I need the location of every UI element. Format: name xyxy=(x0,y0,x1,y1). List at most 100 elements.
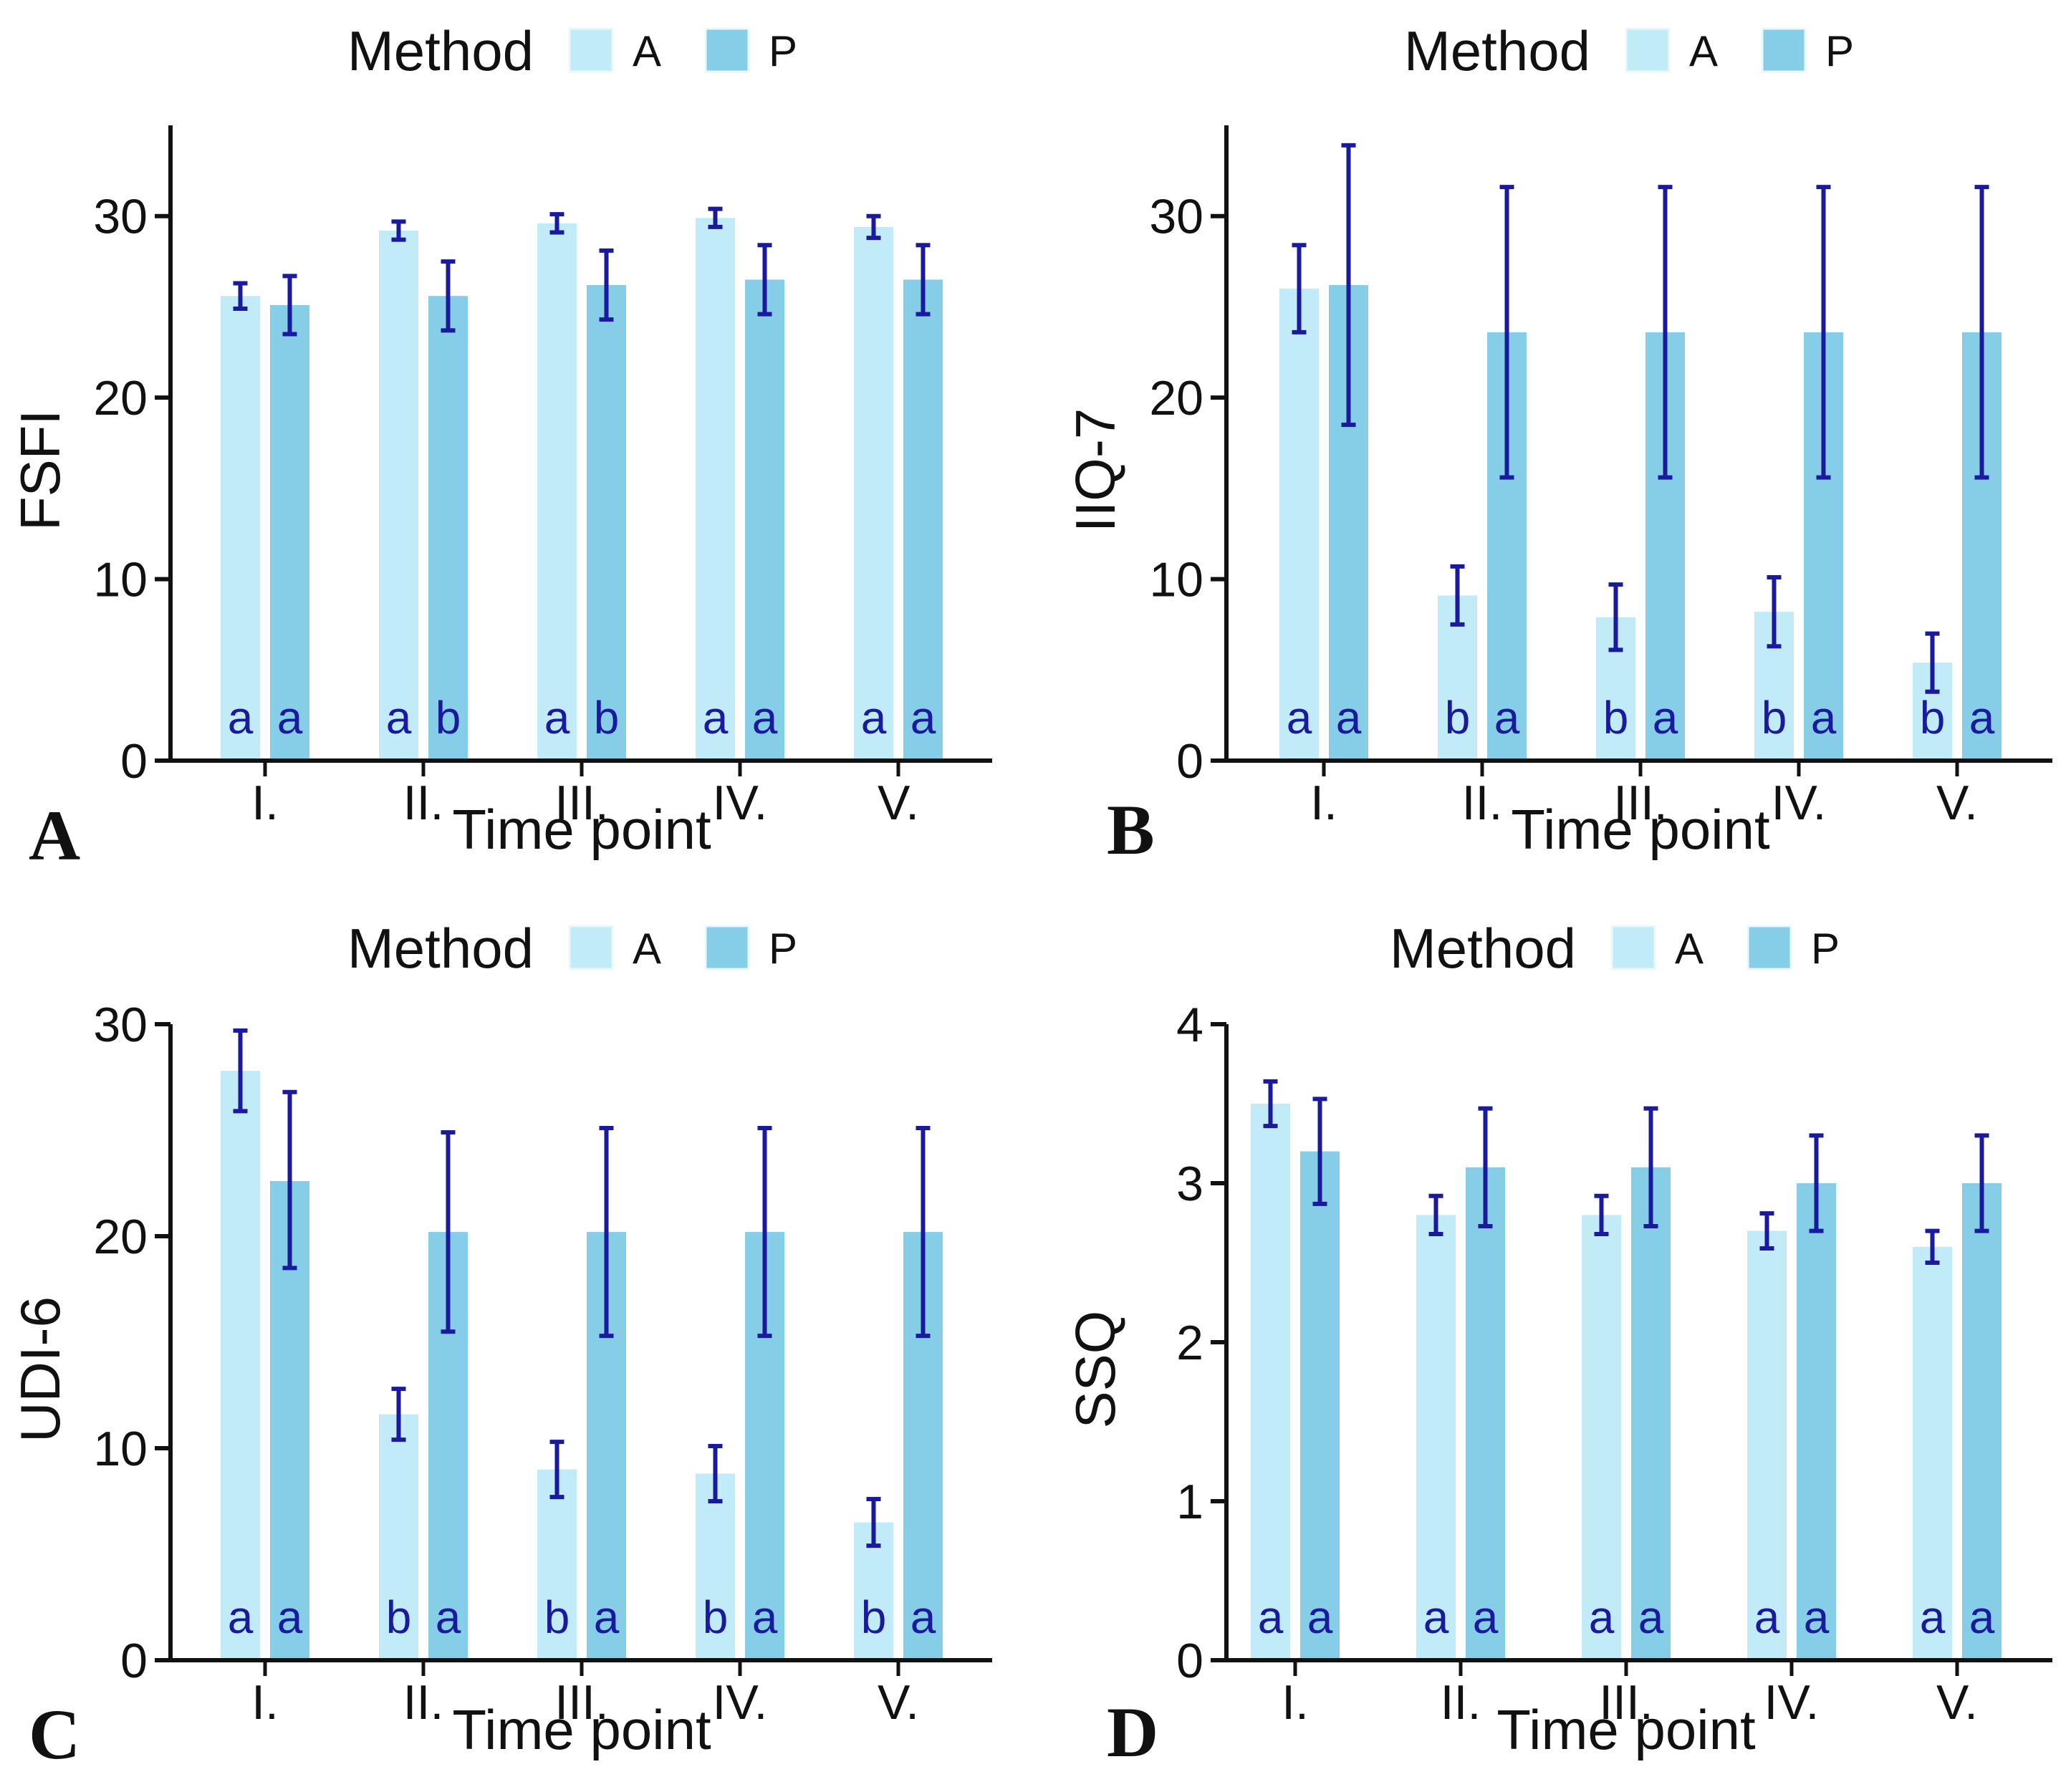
sig-letter-p-5: a xyxy=(910,692,936,743)
y-tick-label: 2 xyxy=(1176,1316,1203,1370)
error-bar-p-1 xyxy=(1341,143,1356,428)
error-bar-p-4 xyxy=(1816,185,1831,480)
error-bar-p-5 xyxy=(1974,185,1989,480)
error-bar-p-4 xyxy=(757,1126,772,1339)
legend-title: Method xyxy=(347,917,534,980)
error-bar-p-5 xyxy=(1974,1133,1989,1233)
sig-letter-p-5: a xyxy=(1969,1591,1995,1643)
error-bar-a-4 xyxy=(708,1444,723,1503)
legend-label-p: P xyxy=(769,925,797,973)
x-axis-title: Time point xyxy=(1496,1698,1756,1761)
x-tick-label: IV. xyxy=(1772,776,1827,830)
error-bar-p-3 xyxy=(1658,185,1673,480)
error-bar-p-5 xyxy=(916,243,931,317)
x-tick-label: IV. xyxy=(713,1675,768,1730)
error-bar-p-3 xyxy=(599,1126,614,1339)
x-tick-label: II. xyxy=(403,1675,444,1730)
x-tick-label: V. xyxy=(1936,1675,1978,1730)
legend-label-p: P xyxy=(1811,925,1840,973)
error-bar-a-4 xyxy=(708,206,723,229)
legend-swatch-a xyxy=(568,27,614,73)
legend-label-a: A xyxy=(1689,27,1718,75)
sig-letter-p-2: a xyxy=(1494,692,1520,743)
error-bar-p-2 xyxy=(1478,1106,1493,1228)
error-bar-a-3 xyxy=(1608,582,1623,652)
x-tick-label: III. xyxy=(554,1675,609,1730)
error-bar-p-4 xyxy=(1809,1133,1824,1233)
sig-letter-a-4: a xyxy=(1754,1591,1780,1643)
error-bar-a-1 xyxy=(1263,1079,1278,1129)
bar-a-5 xyxy=(1913,1246,1952,1660)
legend-swatch-a xyxy=(1610,925,1656,970)
sig-letter-p-2: a xyxy=(1473,1591,1499,1643)
bar-p-1 xyxy=(270,304,309,761)
x-tick-label: IV. xyxy=(1764,1675,1820,1730)
error-bar-a-2 xyxy=(1450,564,1465,627)
error-bar-a-1 xyxy=(1292,243,1307,334)
legend-swatch-p xyxy=(704,925,750,970)
error-bar-a-2 xyxy=(391,219,406,242)
bar-p-1 xyxy=(1300,1151,1340,1660)
x-tick-label: V. xyxy=(878,776,919,830)
y-tick-label: 10 xyxy=(1149,553,1203,607)
x-tick-label: I. xyxy=(1282,1675,1309,1730)
bar-p-3 xyxy=(587,285,626,761)
bar-p-5 xyxy=(1962,1183,2002,1660)
legend: Method A P xyxy=(1404,19,1854,82)
x-tick-label: I. xyxy=(251,776,279,830)
sig-letter-a-1: a xyxy=(228,1591,254,1643)
error-bar-a-5 xyxy=(866,1497,881,1548)
y-axis-title: SSQ xyxy=(1064,1311,1127,1429)
y-tick-label: 30 xyxy=(93,190,148,244)
x-tick-label: V. xyxy=(878,1675,919,1730)
sig-letter-a-5: a xyxy=(1920,1591,1946,1643)
error-bar-p-1 xyxy=(282,1089,297,1271)
error-bar-a-2 xyxy=(391,1387,406,1442)
error-bar-a-4 xyxy=(1767,575,1782,649)
legend-title: Method xyxy=(1404,19,1590,82)
sig-letter-p-1: a xyxy=(1307,1591,1333,1643)
sig-letter-a-4: b xyxy=(1762,692,1787,743)
sig-letter-p-2: b xyxy=(436,692,461,743)
y-tick-label: 4 xyxy=(1176,998,1203,1052)
legend: Method A P xyxy=(347,19,797,82)
error-bar-p-3 xyxy=(599,248,614,322)
bar-a-2 xyxy=(1416,1215,1456,1660)
sig-letter-p-3: a xyxy=(1653,692,1678,743)
x-tick-label: IV. xyxy=(713,776,768,830)
y-tick-label: 1 xyxy=(1176,1475,1203,1529)
sig-letter-p-1: a xyxy=(1336,692,1362,743)
x-axis-title: Time point xyxy=(452,1698,711,1761)
bar-a-1 xyxy=(1251,1104,1290,1660)
sig-letter-a-2: b xyxy=(386,1591,412,1643)
panel-label: D xyxy=(1107,1692,1158,1772)
sig-letter-p-4: a xyxy=(752,692,778,743)
bar-a-2 xyxy=(379,1414,418,1660)
panel-label: C xyxy=(29,1695,80,1774)
legend-swatch-a xyxy=(1625,27,1671,73)
bar-a-1 xyxy=(1279,289,1319,761)
legend-swatch-p xyxy=(1761,27,1807,73)
x-tick-label: II. xyxy=(403,776,444,830)
error-bar-a-1 xyxy=(233,1028,248,1114)
legend: Method A P xyxy=(347,917,797,980)
bar-a-3 xyxy=(1582,1215,1621,1660)
sig-letter-a-2: b xyxy=(1445,692,1471,743)
y-tick-label: 20 xyxy=(1149,371,1203,425)
sig-letter-a-1: a xyxy=(1258,1591,1284,1643)
y-tick-label: 0 xyxy=(1176,1634,1203,1688)
error-bar-a-4 xyxy=(1759,1211,1774,1251)
sig-letter-a-4: a xyxy=(703,692,729,743)
sig-letter-a-1: a xyxy=(228,692,254,743)
sig-letter-p-3: b xyxy=(594,692,620,743)
y-tick-label: 3 xyxy=(1176,1157,1203,1211)
bar-a-4 xyxy=(1747,1230,1787,1660)
legend-label-p: P xyxy=(769,27,797,75)
sig-letter-a-5: b xyxy=(1920,692,1946,743)
y-axis-title: UDI-6 xyxy=(9,1296,72,1442)
error-bar-a-3 xyxy=(1594,1193,1609,1237)
bar-p-5 xyxy=(903,279,943,761)
